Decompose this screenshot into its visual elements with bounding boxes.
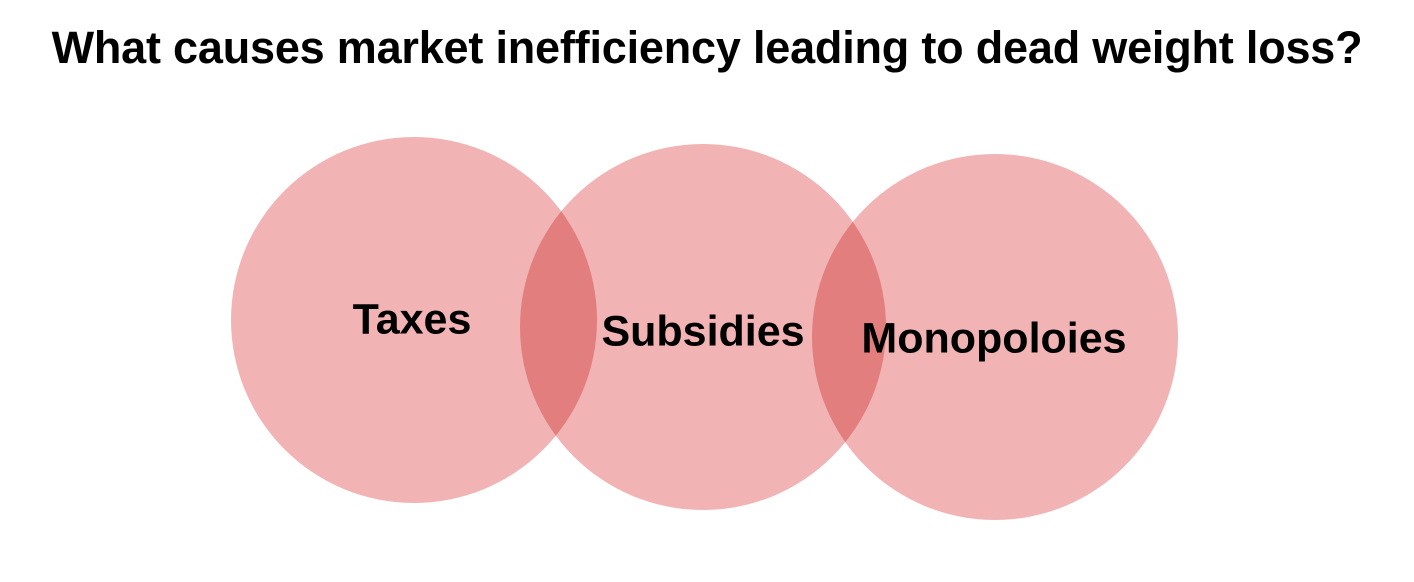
label-taxes: Taxes: [353, 295, 472, 343]
venn-labels: Taxes Subsidies Monopoloies: [353, 295, 1127, 362]
circle-subsidies: [520, 144, 886, 510]
venn-circles: [231, 137, 1178, 520]
circle-monopoloies: [812, 154, 1178, 520]
circle-taxes: [231, 137, 597, 503]
label-monopoloies: Monopoloies: [861, 314, 1126, 362]
diagram-title: What causes market inefficiency leading …: [51, 22, 1363, 73]
label-subsidies: Subsidies: [601, 307, 804, 355]
